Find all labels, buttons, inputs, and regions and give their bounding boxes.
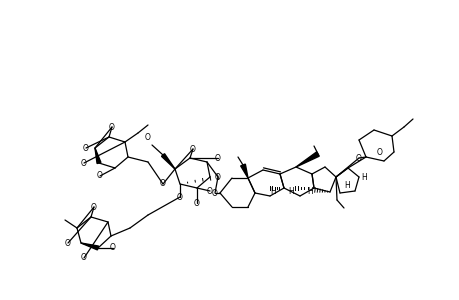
Text: H: H [287,188,293,196]
Polygon shape [240,164,247,178]
Text: H: H [343,181,349,190]
Text: O: O [212,188,218,197]
Text: O: O [160,179,166,188]
Text: O: O [81,254,87,262]
Text: O: O [215,154,220,163]
Text: O: O [376,148,382,157]
Text: O: O [65,238,71,247]
Text: O: O [355,154,361,163]
Text: O: O [97,172,103,181]
Text: H: H [360,173,366,182]
Text: O: O [81,158,87,167]
Polygon shape [95,148,101,164]
Text: H: H [269,188,275,196]
Text: O: O [207,187,213,196]
Polygon shape [81,243,98,250]
Text: O: O [109,122,115,131]
Text: O: O [177,193,183,202]
Text: O: O [91,202,97,211]
Text: O: O [194,199,200,208]
Text: O: O [190,145,196,154]
Text: O: O [215,172,220,182]
Polygon shape [295,152,319,167]
Text: H: H [307,188,312,196]
Text: O: O [145,133,151,142]
Polygon shape [161,154,174,169]
Text: O: O [83,143,89,152]
Text: O: O [110,244,116,253]
